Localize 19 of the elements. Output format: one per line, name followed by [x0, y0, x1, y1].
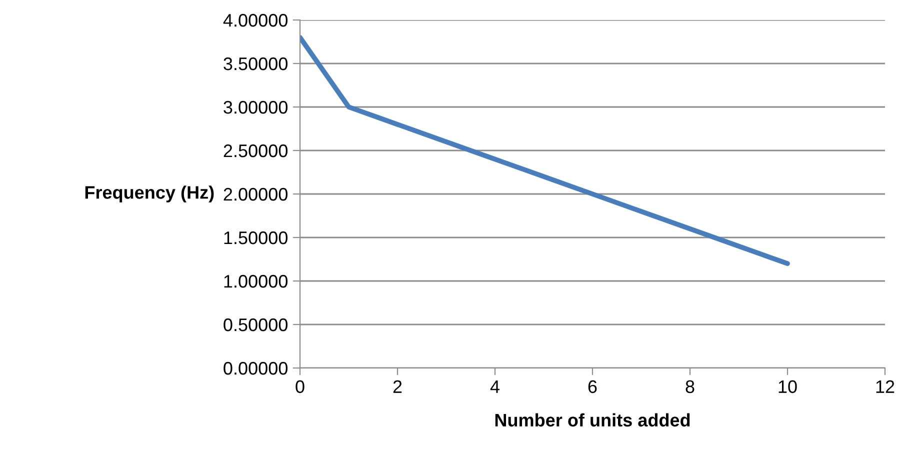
y-tick-label: 2.00000: [224, 188, 288, 201]
y-tick-label: 4.00000: [223, 14, 288, 27]
y-tick-label: 1.50000: [224, 231, 288, 244]
x-tick-label: 8: [686, 380, 694, 394]
y-tick-label: 0.00000: [224, 362, 288, 375]
y-tick-label: 3.00000: [224, 100, 288, 114]
y-tick-label: 1.00000: [224, 274, 288, 288]
y-axis-title: Frequency (Hz): [85, 186, 214, 202]
y-tick-label: 2.50000: [224, 144, 288, 158]
x-tick-label: 4: [490, 380, 500, 393]
x-tick-label: 6: [588, 380, 597, 394]
line-series: [300, 34, 790, 266]
x-tick-label: 2: [393, 380, 402, 393]
y-tick-label: 3.50000: [224, 57, 288, 70]
x-axis-title: Number of units added: [495, 413, 690, 427]
x-tick-label: 10: [778, 380, 797, 394]
x-tick-label: 12: [876, 380, 894, 393]
x-tick-label: 0: [296, 380, 304, 394]
y-tick-label: 0.50000: [224, 318, 288, 332]
